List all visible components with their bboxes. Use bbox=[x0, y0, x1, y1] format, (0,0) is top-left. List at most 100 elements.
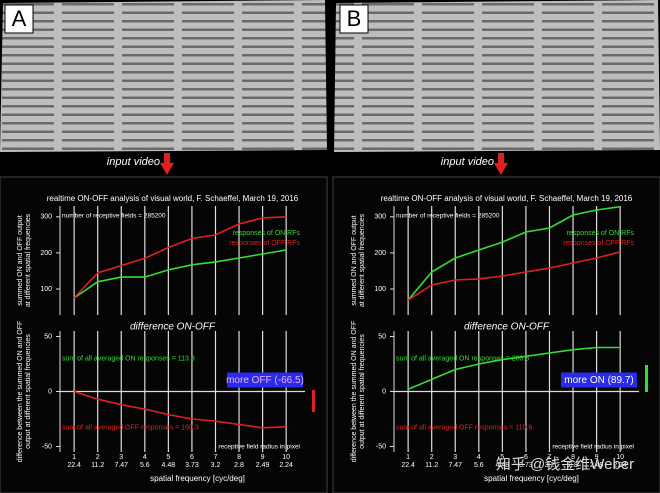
x-tick-label: 8 bbox=[571, 454, 575, 461]
x-secondary-label: 2.49 bbox=[590, 462, 604, 469]
y-label: difference between the summed ON and OFF bbox=[351, 321, 358, 463]
y-tick-label: 100 bbox=[40, 286, 52, 293]
y-tick-label: 0 bbox=[48, 388, 52, 395]
x-label: spatial frequency [cyc/deg] bbox=[484, 474, 579, 483]
line bbox=[73, 249, 287, 299]
x-secondary-label: 3.73 bbox=[185, 462, 199, 469]
x-annotation: receptive field radius in pixel bbox=[552, 444, 634, 451]
x-secondary-label: 5.6 bbox=[140, 462, 150, 469]
y-label: summed ON and OFF output bbox=[351, 215, 358, 305]
y-tick-label: -50 bbox=[376, 443, 386, 450]
y-label: summed ON and OFF output bbox=[17, 215, 24, 305]
x-annotation: receptive field radius in pixel bbox=[218, 444, 300, 451]
x-tick-label: 2 bbox=[430, 454, 434, 461]
y-tick-label: 200 bbox=[40, 250, 52, 257]
x-secondary-label: 4.48 bbox=[162, 462, 176, 469]
y-label: difference between the summed ON and OFF bbox=[17, 321, 24, 463]
x-tick-label: 9 bbox=[261, 454, 265, 461]
x-tick-label: 5 bbox=[166, 454, 170, 461]
indicator bbox=[645, 365, 648, 392]
x-secondary-label: 7.47 bbox=[114, 462, 128, 469]
watermark: 知乎 @钱金维Weber bbox=[496, 456, 634, 473]
x-tick-label: 10 bbox=[282, 454, 290, 461]
y-tick-label: 200 bbox=[374, 250, 386, 257]
input-label: input video bbox=[441, 156, 494, 168]
x-secondary-label: 3.2 bbox=[211, 462, 221, 469]
legend-label: responses of OFF RFs bbox=[229, 240, 300, 247]
line bbox=[407, 205, 621, 301]
x-secondary-label: 2.24 bbox=[279, 462, 293, 469]
badge bbox=[561, 372, 637, 388]
y-tick-label: 50 bbox=[378, 333, 386, 340]
line bbox=[73, 390, 287, 429]
x-tick-label: 3 bbox=[453, 454, 457, 461]
annotation: sum of all averaged OFF responses = 160.… bbox=[62, 425, 199, 432]
legend-label: responses of ON RFs bbox=[567, 230, 635, 237]
annotation: sum of all averaged ON responses = 113.8 bbox=[62, 355, 195, 362]
x-tick-label: 7 bbox=[214, 454, 218, 461]
x-secondary-label: 3.73 bbox=[519, 462, 533, 469]
x-tick-label: 4 bbox=[143, 454, 147, 461]
y-tick-label: 300 bbox=[374, 214, 386, 221]
annotation: sum of all averaged OFF responses = 110.… bbox=[396, 425, 532, 432]
y-tick-label: -50 bbox=[42, 443, 52, 450]
y-tick-label: 0 bbox=[382, 388, 386, 395]
x-tick-label: 2 bbox=[96, 454, 100, 461]
arrow bbox=[160, 153, 174, 175]
chart-title: realtime ON-OFF analysis of visual world… bbox=[47, 194, 299, 203]
x-tick-label: 4 bbox=[477, 454, 481, 461]
arrow bbox=[494, 153, 508, 175]
x-tick-label: 1 bbox=[406, 454, 410, 461]
chart-title: difference ON-OFF bbox=[130, 322, 216, 333]
x-secondary-label: 5.6 bbox=[474, 462, 484, 469]
badge bbox=[227, 372, 303, 388]
x-secondary-label: 2.24 bbox=[613, 462, 627, 469]
x-secondary-label: 22.4 bbox=[67, 462, 81, 469]
x-secondary-label: 11.2 bbox=[91, 462, 104, 469]
x-tick-label: 6 bbox=[524, 454, 528, 461]
y-tick-label: 100 bbox=[374, 286, 386, 293]
annotation: sum of all averaged ON responses = 200.3 bbox=[396, 355, 529, 362]
annotation: number of receptive fields = 285200 bbox=[396, 213, 500, 220]
y-tick-label: 50 bbox=[44, 333, 52, 340]
x-label: spatial frequency [cyc/deg] bbox=[150, 474, 245, 483]
x-secondary-label: 2.49 bbox=[256, 462, 270, 469]
x-tick-label: 8 bbox=[237, 454, 241, 461]
label-box bbox=[4, 4, 34, 34]
panel-label: A bbox=[12, 6, 27, 31]
label-box bbox=[339, 4, 369, 34]
x-tick-label: 5 bbox=[500, 454, 504, 461]
x-secondary-label: 3.2 bbox=[545, 462, 555, 469]
panel bbox=[0, 176, 328, 493]
photo bbox=[334, 0, 660, 152]
photo bbox=[0, 0, 327, 152]
y-label: output at different spatial frequencies bbox=[359, 334, 366, 449]
chart-title: realtime ON-OFF analysis of visual world… bbox=[381, 194, 633, 203]
line bbox=[73, 216, 287, 299]
x-secondary-label: 2.8 bbox=[568, 462, 578, 469]
x-secondary-label: 4.48 bbox=[496, 462, 510, 469]
y-label: at different spatial frequencies bbox=[25, 213, 32, 307]
y-label: at different spatial frequencies bbox=[359, 213, 366, 307]
panel bbox=[332, 176, 660, 493]
badge-label: more ON (89.7) bbox=[564, 375, 633, 386]
x-tick-label: 7 bbox=[548, 454, 552, 461]
chart-title: difference ON-OFF bbox=[464, 322, 550, 333]
line bbox=[407, 251, 621, 301]
panel-label: B bbox=[347, 6, 362, 31]
x-secondary-label: 2.8 bbox=[234, 462, 244, 469]
x-tick-label: 1 bbox=[72, 454, 76, 461]
input-label: input video bbox=[107, 156, 160, 168]
y-label: output at different spatial frequencies bbox=[25, 334, 32, 449]
x-tick-label: 6 bbox=[190, 454, 194, 461]
y-tick-label: 300 bbox=[40, 214, 52, 221]
x-tick-label: 9 bbox=[595, 454, 599, 461]
badge-label: more OFF (-66.5) bbox=[226, 375, 304, 386]
legend-label: responses of OFF RFs bbox=[563, 240, 634, 247]
legend-label: responses of ON RFs bbox=[233, 230, 301, 237]
annotation: number of receptive fields = 285200 bbox=[62, 213, 166, 220]
x-secondary-label: 22.4 bbox=[401, 462, 415, 469]
x-tick-label: 3 bbox=[119, 454, 123, 461]
x-secondary-label: 7.47 bbox=[448, 462, 462, 469]
